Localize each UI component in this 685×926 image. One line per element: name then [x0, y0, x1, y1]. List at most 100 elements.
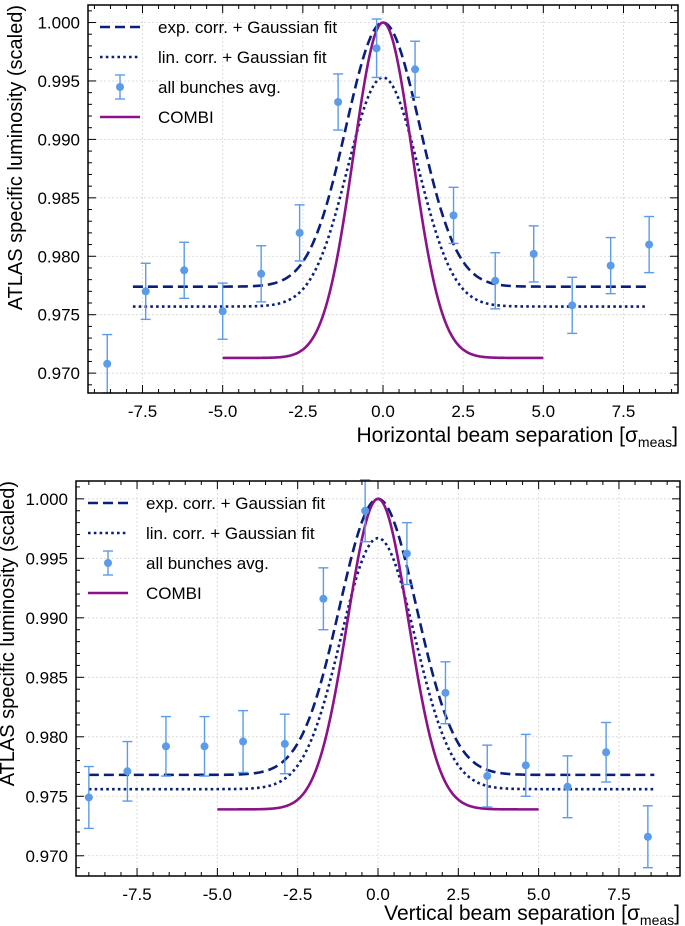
data-point [199, 715, 210, 777]
y-tick-label: 0.990 [25, 609, 68, 628]
y-tick-label: 1.000 [37, 14, 80, 33]
y-tick-label: 0.995 [25, 549, 68, 568]
data-marker [280, 739, 289, 748]
data-point [238, 709, 249, 774]
data-marker [521, 761, 530, 770]
data-point [217, 282, 228, 340]
x-tick-label: -7.5 [128, 402, 157, 421]
legend-label: exp. corr. + Gaussian fit [158, 18, 337, 37]
legend-label: COMBI [146, 584, 202, 603]
data-marker [334, 98, 343, 106]
x-tick-label: 2.5 [446, 885, 470, 904]
data-marker [123, 767, 132, 776]
data-point [482, 744, 493, 808]
y-axis-label: ATLAS specific luminosity (scaled) [5, 5, 27, 310]
y-axis-label: ATLAS specific luminosity (scaled) [0, 481, 19, 786]
data-marker [441, 688, 450, 697]
data-marker [84, 793, 93, 802]
x-tick-label: 0.0 [371, 402, 395, 421]
data-point [279, 713, 290, 775]
data-marker [645, 240, 654, 249]
series-curve-solid [217, 497, 539, 811]
data-point [601, 721, 612, 783]
data-marker [161, 742, 170, 751]
data-point [401, 521, 412, 586]
data-point [83, 765, 94, 830]
legend-label: all bunches avg. [158, 78, 281, 97]
data-point [294, 204, 305, 262]
data-marker [606, 261, 615, 270]
data-marker [257, 269, 266, 278]
series-curve-solid [222, 21, 544, 360]
y-tick-label: 0.980 [37, 247, 80, 266]
data-marker [295, 228, 304, 237]
data-marker [529, 249, 538, 258]
data-marker [643, 832, 652, 841]
data-marker [239, 737, 248, 746]
data-point [333, 73, 344, 131]
legend-entry: COMBI [88, 584, 202, 603]
legend-entry: exp. corr. + Gaussian fit [88, 494, 325, 513]
data-marker [483, 772, 492, 781]
data-point [318, 567, 329, 631]
legend-entry: all bunches avg. [103, 550, 269, 576]
data-marker [491, 276, 500, 285]
legend-label: exp. corr. + Gaussian fit [146, 494, 325, 513]
x-axis-label: Horizontal beam separation [σmeas] [356, 424, 678, 450]
legend-entry: lin. corr. + Gaussian fit [100, 48, 327, 67]
legend-label: COMBI [158, 108, 214, 127]
data-marker [141, 287, 150, 296]
data-marker [563, 782, 572, 791]
data-marker [449, 211, 458, 220]
data-marker [103, 359, 112, 368]
legend-label: lin. corr. + Gaussian fit [146, 524, 315, 543]
data-point [562, 755, 573, 819]
data-point [642, 805, 653, 869]
x-tick-label: -2.5 [288, 402, 317, 421]
x-tick-label: 5.0 [527, 885, 551, 904]
data-point [160, 715, 171, 777]
y-tick-label: 0.990 [37, 130, 80, 149]
data-marker [361, 506, 370, 515]
legend-marker [104, 559, 112, 567]
y-tick-label: 0.985 [37, 189, 80, 208]
data-marker [180, 266, 189, 275]
data-point [179, 241, 190, 300]
data-point [410, 40, 421, 99]
data-point [528, 225, 539, 283]
x-tick-label: 0.0 [366, 885, 390, 904]
legend-marker [116, 83, 124, 91]
legend-entry: exp. corr. + Gaussian fit [100, 18, 337, 37]
y-tick-label: 0.995 [37, 72, 80, 91]
legend-entry: lin. corr. + Gaussian fit [88, 524, 315, 543]
data-point [102, 333, 113, 394]
data-marker [411, 65, 420, 74]
series-curve-dotted [132, 76, 646, 308]
data-point [567, 276, 578, 335]
chart-panel-1: -7.5 -5.0 -2.5 0.0 2.5 5.0 7.5 0.970 0.975 0.980 0… [5, 4, 679, 450]
data-marker [319, 594, 328, 603]
data-point [520, 733, 531, 797]
legend-entry: all bunches avg. [115, 74, 281, 100]
y-tick-label: 0.970 [37, 364, 80, 383]
data-marker [200, 742, 209, 751]
data-point [256, 245, 267, 303]
data-point [490, 252, 501, 310]
series-curve-dashed [88, 497, 655, 777]
y-tick-label: 0.975 [25, 787, 68, 806]
x-tick-label: 2.5 [451, 402, 475, 421]
data-point [360, 479, 371, 543]
series-curve-dotted [88, 536, 655, 791]
legend-label: all bunches avg. [146, 554, 269, 573]
data-marker [372, 44, 381, 53]
data-marker [602, 748, 611, 757]
x-tick-label: 5.0 [532, 402, 556, 421]
series-curve-dashed [132, 21, 646, 288]
data-marker [218, 307, 227, 316]
data-point [605, 236, 616, 295]
x-tick-label: -5.0 [208, 402, 237, 421]
y-tick-label: 0.970 [25, 847, 68, 866]
y-tick-label: 0.975 [37, 306, 80, 325]
legend-label: lin. corr. + Gaussian fit [158, 48, 327, 67]
